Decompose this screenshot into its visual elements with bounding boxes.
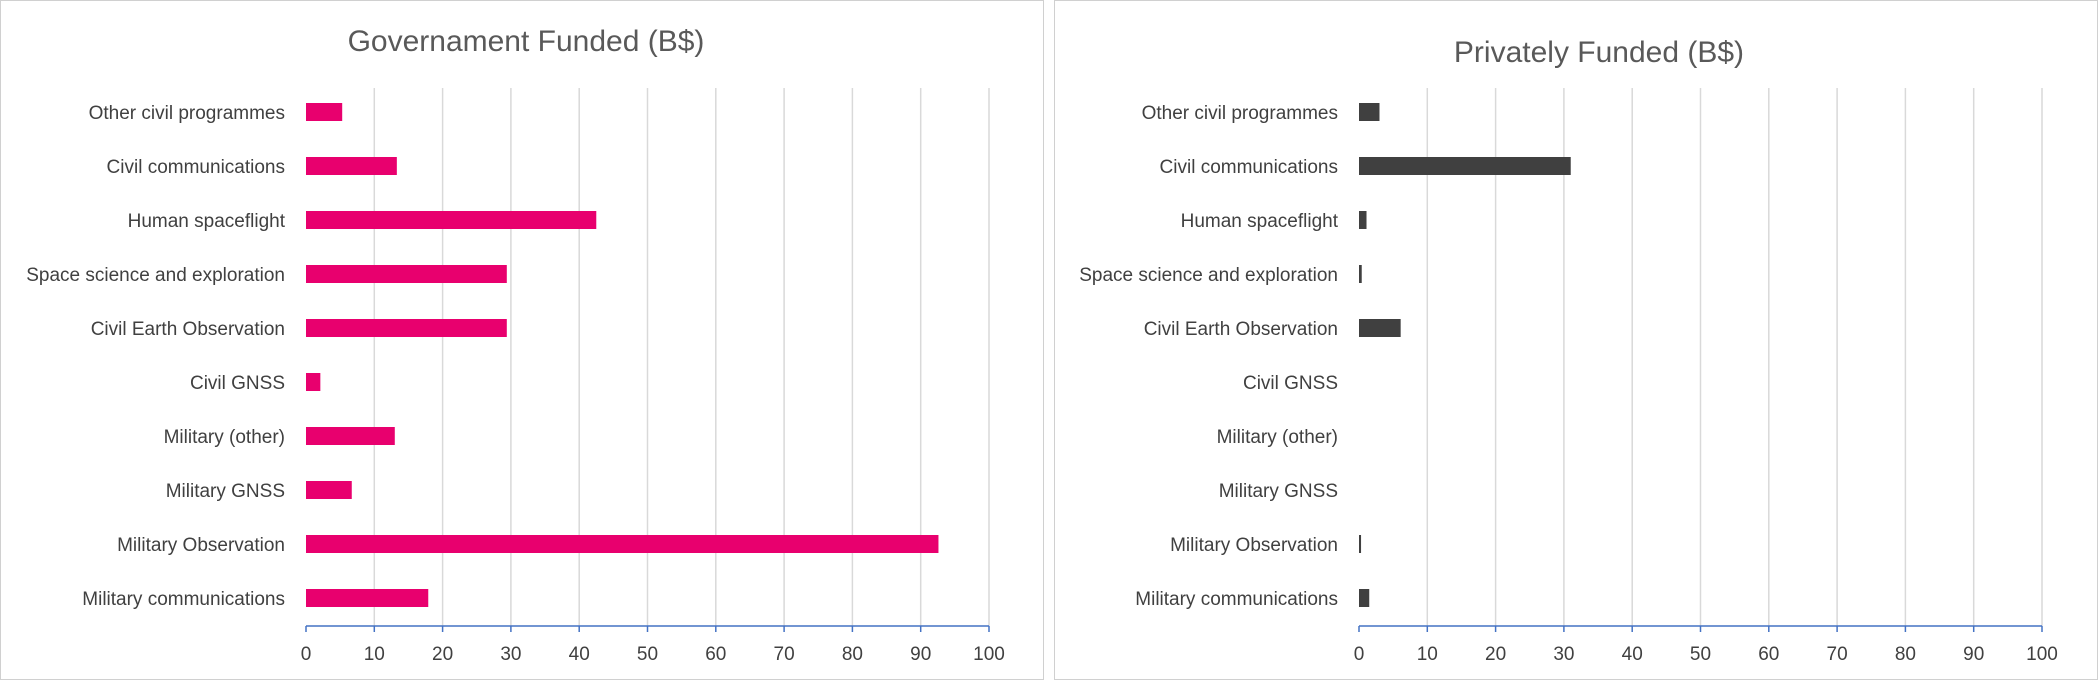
category-label: Civil GNSS <box>190 373 285 394</box>
x-tick-label: 0 <box>301 644 312 665</box>
government-funded-chart-panel: Governament Funded (B$) 0 10 20 30 40 50 60 70 8… <box>0 0 1044 680</box>
bar <box>306 103 343 121</box>
x-tick-label: 10 <box>364 644 385 665</box>
chart-title: Governament Funded (B$) <box>348 25 705 58</box>
x-tick-label: 90 <box>1963 644 1984 665</box>
government-funded-chart: Governament Funded (B$) 0 10 20 30 40 50 60 70 8… <box>26 25 1005 665</box>
x-tick-label: 80 <box>1895 644 1916 665</box>
bar <box>306 319 507 337</box>
x-tick-label: 50 <box>637 644 658 665</box>
bar <box>1359 535 1362 553</box>
category-label: Civil communications <box>1160 157 1338 178</box>
bar <box>1359 589 1370 607</box>
category-label: Human spaceflight <box>128 211 286 232</box>
bar <box>306 265 507 283</box>
category-label: Civil GNSS <box>1243 373 1338 394</box>
category-label: Military Observation <box>117 535 285 556</box>
category-label: Civil Earth Observation <box>91 319 285 340</box>
bar <box>306 427 395 445</box>
category-label: Military GNSS <box>1219 481 1338 502</box>
category-label: Military (other) <box>164 427 285 448</box>
x-tick-label: 100 <box>973 644 1005 665</box>
category-label: Military Observation <box>1170 535 1338 556</box>
category-label: Human spaceflight <box>1181 211 1339 232</box>
x-tick-label: 60 <box>705 644 726 665</box>
bar <box>1359 157 1571 175</box>
bar <box>1359 211 1367 229</box>
category-label: Civil communications <box>107 157 285 178</box>
bar <box>306 373 321 391</box>
x-tick-label: 40 <box>1622 644 1643 665</box>
chart-title: Privately Funded (B$) <box>1454 36 1744 69</box>
bar <box>306 535 939 553</box>
privately-funded-chart-panel: Privately Funded (B$) 0 10 20 30 40 50 60 70 80 9… <box>1054 0 2098 680</box>
category-label: Other civil programmes <box>89 103 285 124</box>
bar <box>1359 103 1380 121</box>
x-tick-label: 70 <box>1827 644 1848 665</box>
x-tick-label: 80 <box>842 644 863 665</box>
category-label: Space science and exploration <box>26 265 285 286</box>
category-label: Civil Earth Observation <box>1144 319 1338 340</box>
category-label: Military communications <box>82 589 285 610</box>
x-tick-label: 30 <box>500 644 521 665</box>
bar <box>306 589 429 607</box>
x-tick-label: 0 <box>1354 644 1365 665</box>
x-tick-label: 60 <box>1758 644 1779 665</box>
x-tick-label: 50 <box>1690 644 1711 665</box>
x-tick-label: 90 <box>910 644 931 665</box>
bar <box>1359 265 1362 283</box>
category-label: Space science and exploration <box>1079 265 1338 286</box>
bar <box>1359 319 1401 337</box>
bar <box>306 211 597 229</box>
category-label: Military GNSS <box>166 481 285 502</box>
privately-funded-chart: Privately Funded (B$) 0 10 20 30 40 50 60 70 80 9… <box>1079 36 2058 665</box>
x-tick-label: 70 <box>774 644 795 665</box>
category-label: Other civil programmes <box>1142 103 1338 124</box>
x-tick-label: 40 <box>569 644 590 665</box>
x-tick-label: 10 <box>1417 644 1438 665</box>
bar <box>306 481 352 499</box>
bar <box>306 157 397 175</box>
x-tick-label: 30 <box>1553 644 1574 665</box>
x-tick-label: 100 <box>2026 644 2058 665</box>
x-tick-label: 20 <box>432 644 453 665</box>
x-tick-label: 20 <box>1485 644 1506 665</box>
category-label: Military (other) <box>1217 427 1338 448</box>
category-label: Military communications <box>1135 589 1338 610</box>
